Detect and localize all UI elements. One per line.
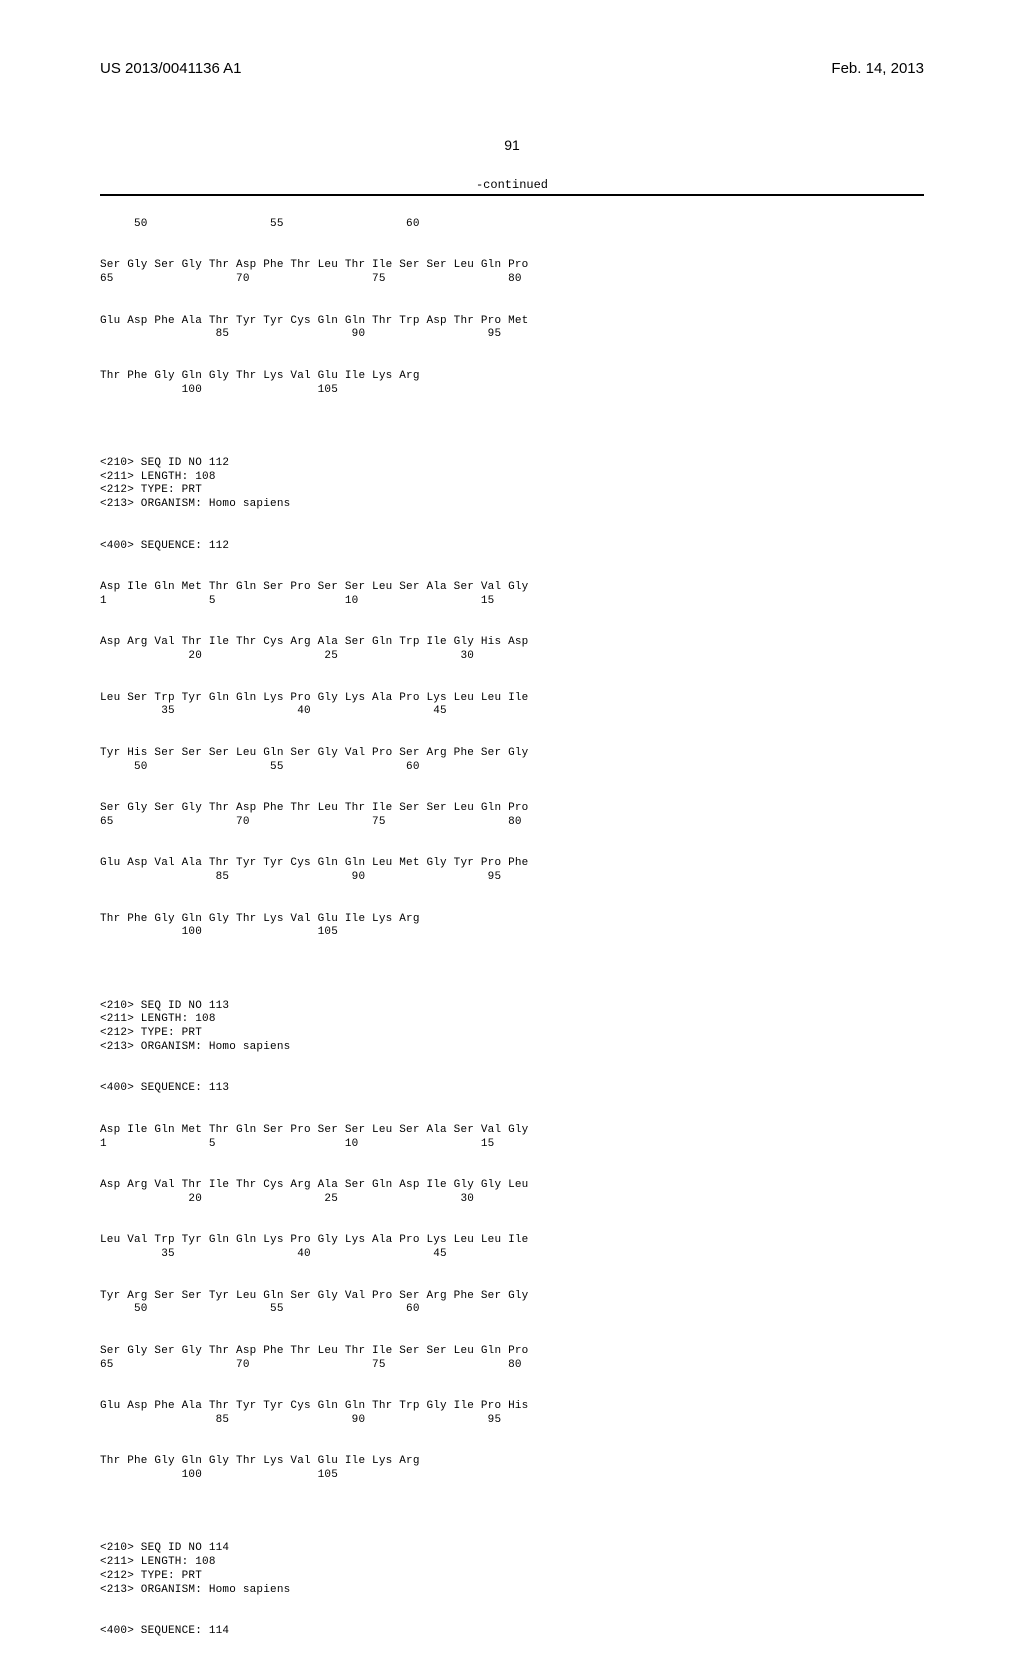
sequence-label: <400> SEQUENCE: 113 xyxy=(100,1082,924,1096)
sequence-row: Leu Val Trp Tyr Gln Gln Lys Pro Gly Lys … xyxy=(100,1234,924,1262)
sequence-listing: 50 55 60 Ser Gly Ser Gly Thr Asp Phe Thr… xyxy=(100,204,924,1666)
page-number: 91 xyxy=(100,137,924,153)
publication-number: US 2013/0041136 A1 xyxy=(100,60,242,77)
patent-page: US 2013/0041136 A1 Feb. 14, 2013 91 -con… xyxy=(0,0,1024,1320)
sequence-row: Thr Phe Gly Gln Gly Thr Lys Val Glu Ile … xyxy=(100,1455,924,1483)
sequence-row: Asp Ile Gln Met Thr Gln Ser Pro Ser Ser … xyxy=(100,1124,924,1152)
publication-date: Feb. 14, 2013 xyxy=(831,60,924,77)
sequence-row: Thr Phe Gly Gln Gly Thr Lys Val Glu Ile … xyxy=(100,370,924,398)
sequence-row: Ser Gly Ser Gly Thr Asp Phe Thr Leu Thr … xyxy=(100,802,924,830)
sequence-row: Tyr His Ser Ser Ser Leu Gln Ser Gly Val … xyxy=(100,747,924,775)
sequence-row: Asp Arg Val Thr Ile Thr Cys Arg Ala Ser … xyxy=(100,1179,924,1207)
sequence-row: Glu Asp Val Ala Thr Tyr Tyr Cys Gln Gln … xyxy=(100,857,924,885)
sequence-label: <400> SEQUENCE: 114 xyxy=(100,1625,924,1639)
sequence-label: <400> SEQUENCE: 112 xyxy=(100,540,924,554)
page-header: US 2013/0041136 A1 Feb. 14, 2013 xyxy=(100,60,924,77)
sequence-row: Tyr Arg Ser Ser Tyr Leu Gln Ser Gly Val … xyxy=(100,1290,924,1318)
position-row: 50 55 60 xyxy=(100,218,924,232)
sequence-row: Leu Ser Trp Tyr Gln Gln Lys Pro Gly Lys … xyxy=(100,692,924,720)
sequence-metadata: <210> SEQ ID NO 112 <211> LENGTH: 108 <2… xyxy=(100,457,924,512)
sequence-row: Glu Asp Phe Ala Thr Tyr Tyr Cys Gln Gln … xyxy=(100,1400,924,1428)
sequence-row: Thr Phe Gly Gln Gly Thr Lys Val Glu Ile … xyxy=(100,913,924,941)
sequence-metadata: <210> SEQ ID NO 114 <211> LENGTH: 108 <2… xyxy=(100,1542,924,1597)
sequence-row: Ser Gly Ser Gly Thr Asp Phe Thr Leu Thr … xyxy=(100,1345,924,1373)
sequence-metadata: <210> SEQ ID NO 113 <211> LENGTH: 108 <2… xyxy=(100,1000,924,1055)
divider xyxy=(100,194,924,196)
sequence-row: Glu Asp Phe Ala Thr Tyr Tyr Cys Gln Gln … xyxy=(100,315,924,343)
sequence-row: Asp Ile Gln Met Thr Gln Ser Pro Ser Ser … xyxy=(100,581,924,609)
continued-label: -continued xyxy=(100,178,924,192)
sequence-row: Asp Arg Val Thr Ile Thr Cys Arg Ala Ser … xyxy=(100,636,924,664)
sequence-row: Ser Gly Ser Gly Thr Asp Phe Thr Leu Thr … xyxy=(100,259,924,287)
